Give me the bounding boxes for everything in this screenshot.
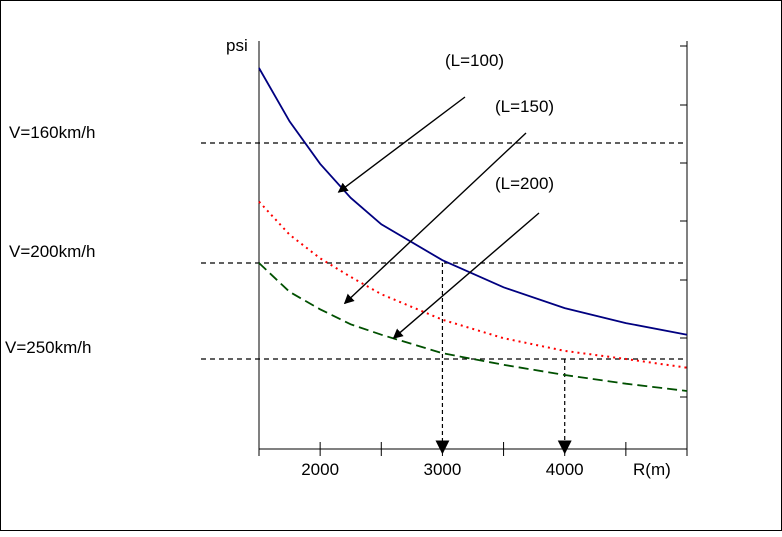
- pointer-arrow-3: [392, 212, 540, 339]
- pointer-arrow-1: [337, 96, 466, 193]
- drop-lines: [435, 263, 572, 455]
- speed-label-200: V=200km/h: [9, 242, 95, 261]
- series-curve-1: [258, 67, 688, 336]
- x-tick-label-3000: 3000: [424, 460, 462, 479]
- x-tick-label-4000: 4000: [546, 460, 584, 479]
- right-axis-ticks: [680, 45, 687, 398]
- x-axis-ticks: 2000 3000 4000: [258, 442, 688, 479]
- series-lines: [258, 67, 688, 392]
- y-axis-label: psi: [226, 36, 248, 55]
- series-arrows: [337, 96, 540, 339]
- x-axis-label: R(m): [633, 460, 671, 479]
- speed-label-250: V=250km/h: [5, 338, 91, 357]
- series-label-l150: (L=150): [495, 97, 554, 116]
- speed-label-160: V=160km/h: [9, 123, 95, 142]
- speed-reference-lines: [201, 142, 687, 360]
- x-tick-label-2000: 2000: [301, 460, 339, 479]
- series-curve-2: [258, 200, 688, 369]
- series-label-l200: (L=200): [495, 174, 554, 193]
- series-curve-3: [258, 262, 688, 392]
- series-label-l100: (L=100): [445, 51, 504, 70]
- pointer-arrow-2: [343, 132, 527, 305]
